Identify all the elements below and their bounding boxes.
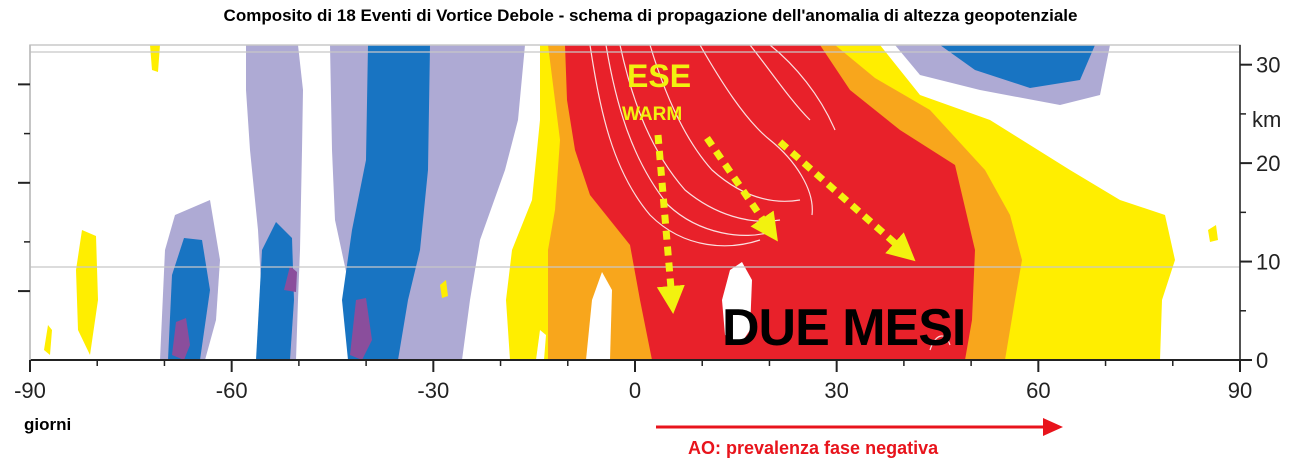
strong-negative-region (172, 266, 372, 360)
x-tick-label: 90 (1228, 378, 1252, 403)
due-mesi-annotation: DUE MESI (722, 299, 966, 357)
y-tick-label: 30 (1256, 53, 1280, 78)
neutral-gaps (536, 262, 752, 360)
x-axis: -90 -60 -30 0 30 60 90 (14, 359, 1252, 403)
chart-title: Composito di 18 Eventi di Vortice Debole… (223, 6, 1078, 25)
ese-annotation: ESE (627, 58, 692, 94)
x-tick-label: -90 (14, 378, 46, 403)
x-axis-unit-label: giorni (24, 415, 72, 434)
ao-arrow (656, 418, 1063, 436)
y-tick-label: 0 (1256, 348, 1268, 373)
x-tick-label: -60 (216, 378, 248, 403)
y-tick-label: 10 (1256, 250, 1280, 275)
ese-down-arrow (654, 134, 685, 314)
ao-label: AO: prevalenza fase negativa (688, 438, 939, 458)
x-tick-label: -30 (417, 378, 449, 403)
y-unit-label: km (1252, 107, 1281, 132)
y-axis-right: 0 10 20 30 (1239, 45, 1280, 373)
x-tick-label: 30 (824, 378, 848, 403)
x-tick-label: 0 (629, 378, 641, 403)
right-arrow (777, 139, 916, 262)
y-axis-left (18, 45, 31, 360)
propagation-arrows (654, 134, 916, 314)
x-tick-label: 60 (1026, 378, 1050, 403)
warm-annotation: WARM (622, 104, 683, 125)
mid-arrow (704, 136, 778, 242)
y-tick-label: 20 (1256, 151, 1280, 176)
